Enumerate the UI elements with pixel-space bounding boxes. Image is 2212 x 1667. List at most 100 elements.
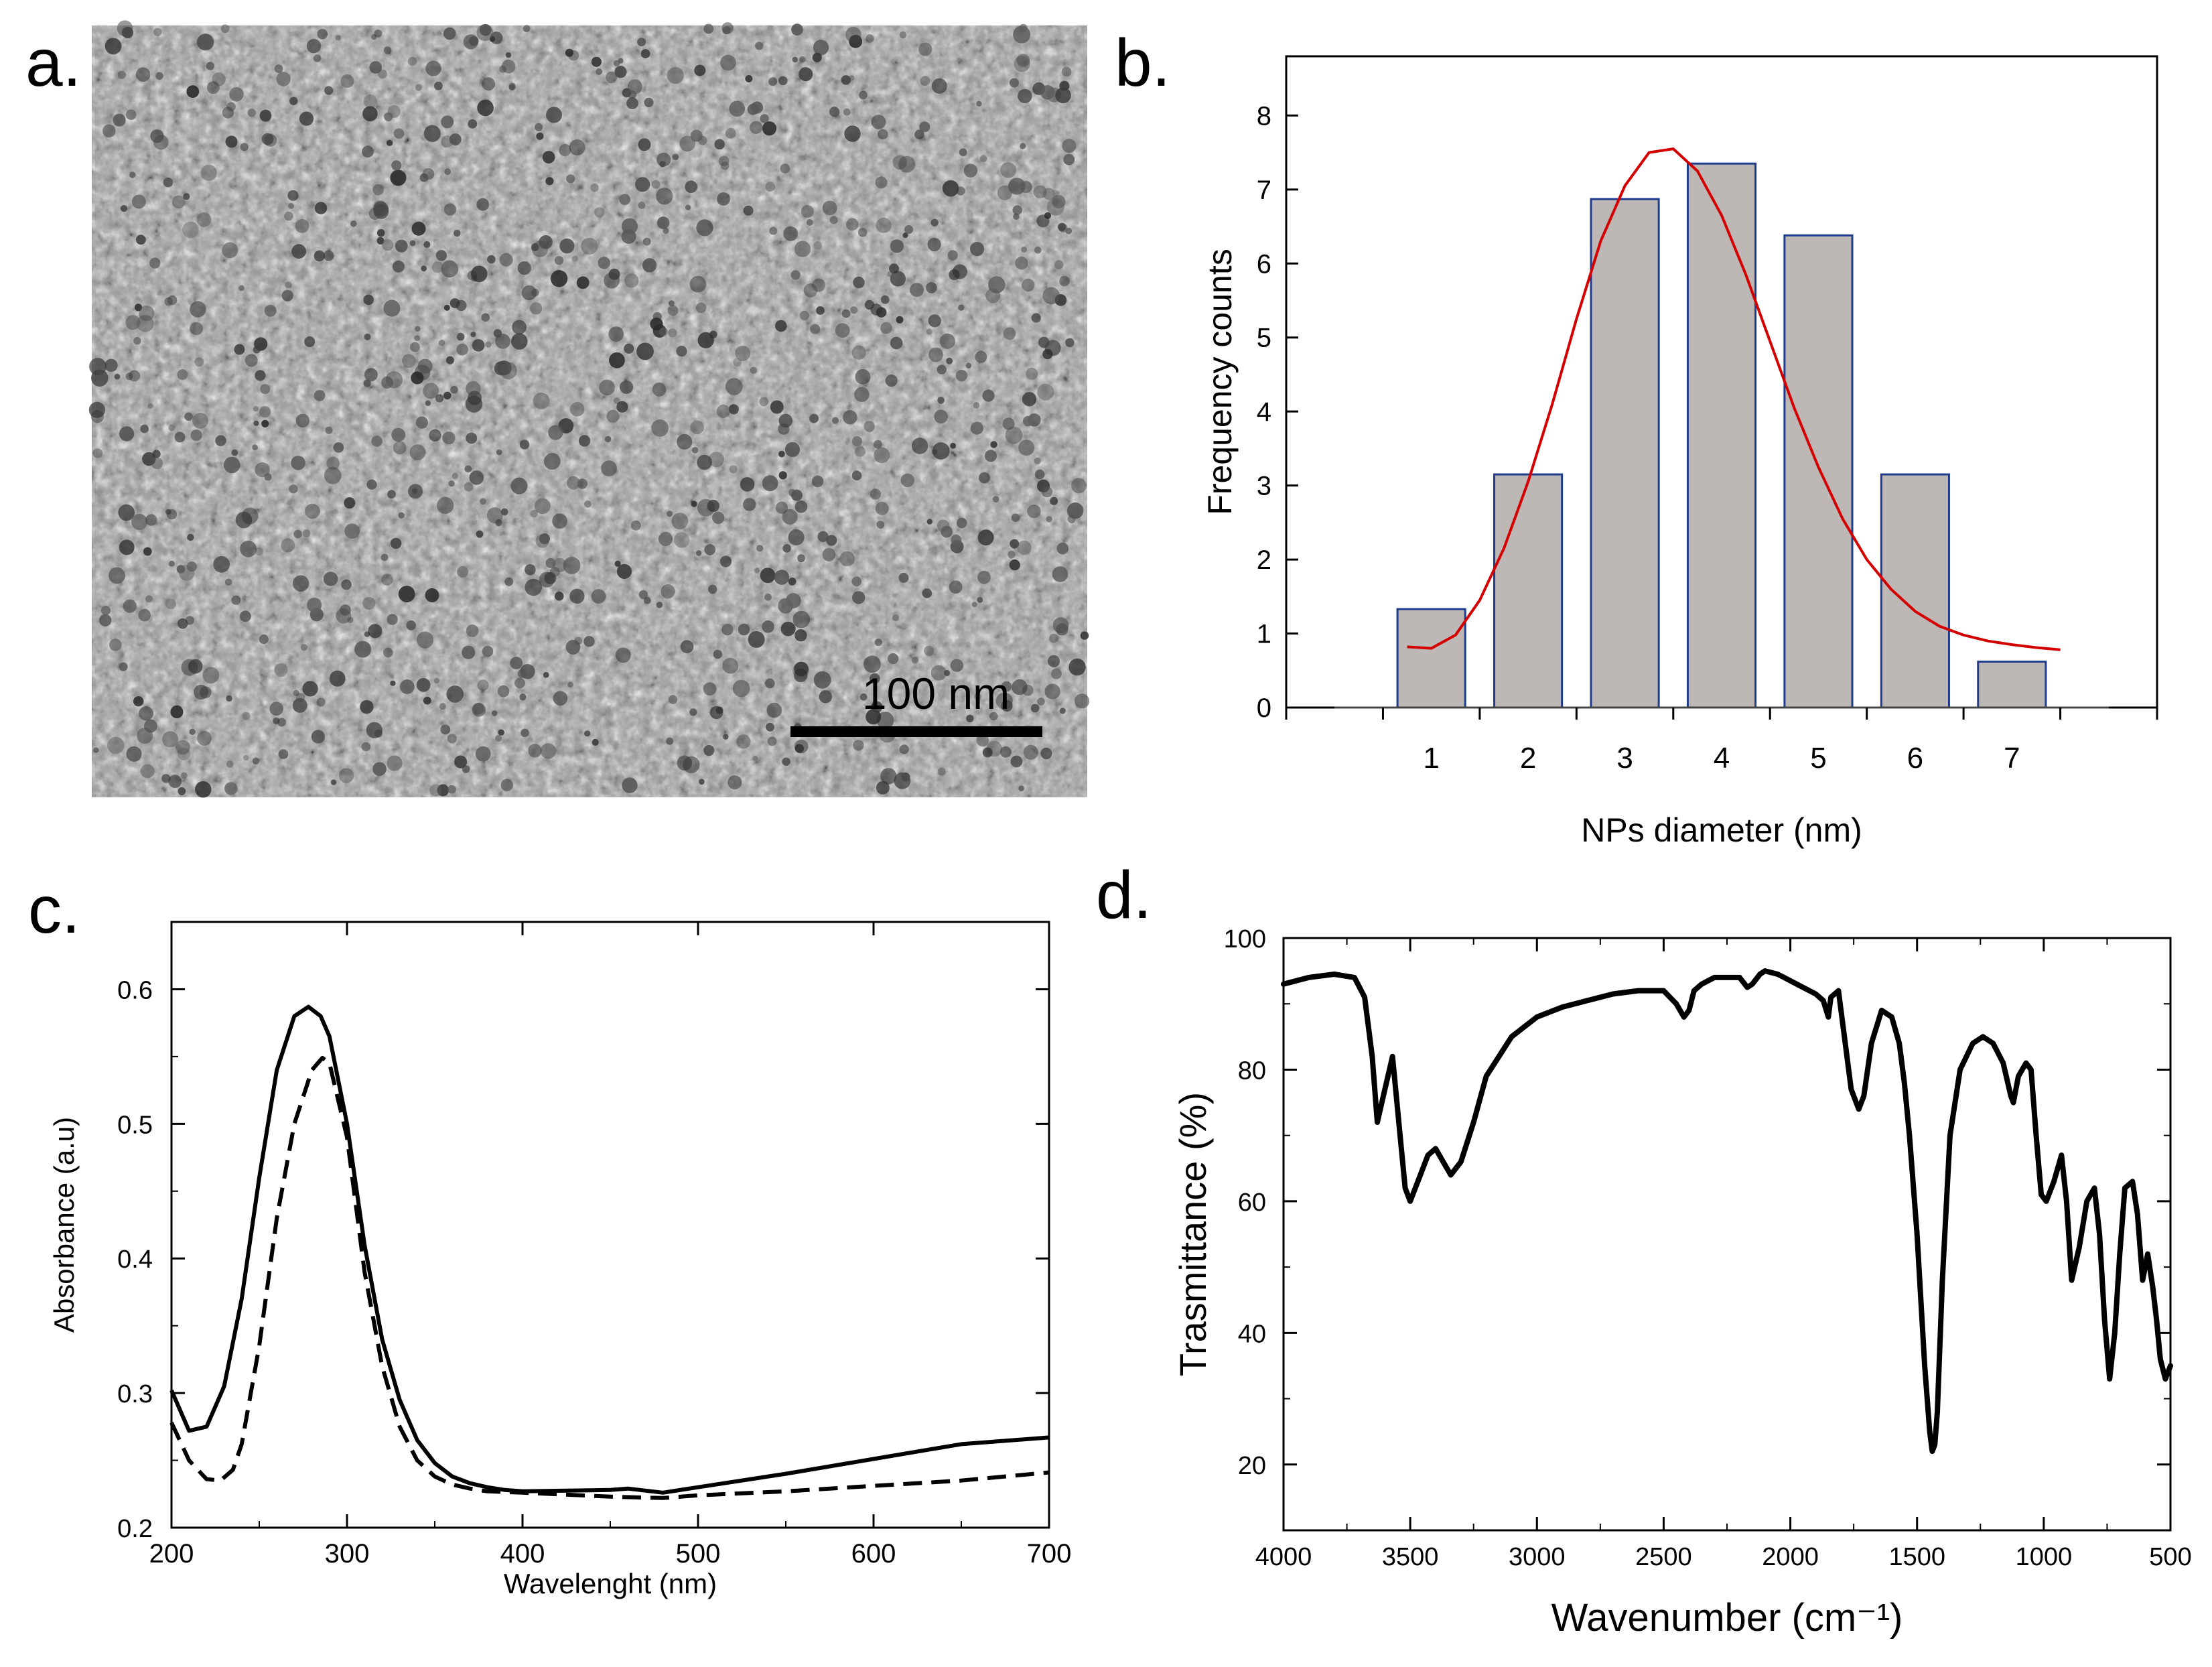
tem-particle: [264, 473, 272, 481]
tem-particle: [423, 383, 439, 399]
tem-particle: [851, 470, 862, 480]
tem-particle: [1010, 755, 1023, 768]
tem-particle: [791, 489, 803, 501]
tem-particle: [293, 689, 299, 697]
tem-particle: [543, 453, 561, 470]
tem-particle: [514, 677, 525, 689]
tem-particle: [170, 705, 184, 719]
tem-particle: [985, 288, 1001, 304]
tem-particle: [387, 490, 396, 499]
tem-particle: [627, 79, 642, 94]
tem-particle: [782, 757, 790, 766]
tem-particle: [372, 184, 384, 196]
tem-particle: [145, 514, 157, 526]
tem-particle: [443, 203, 457, 216]
tem-particle: [1009, 559, 1020, 571]
tem-particle: [666, 737, 674, 745]
tem-particle: [371, 436, 383, 447]
tem-particle: [767, 736, 777, 746]
tem-particle: [766, 702, 782, 718]
tem-particle: [642, 258, 657, 273]
tem-particle: [1056, 542, 1069, 555]
tem-particle: [775, 320, 787, 332]
tem-particle: [778, 471, 787, 480]
tem-particle: [454, 755, 468, 769]
tem-particle: [859, 90, 868, 100]
tem-particle: [922, 588, 932, 598]
tem-particle: [1054, 260, 1064, 269]
tem-particle: [659, 531, 673, 547]
tem-particle: [760, 114, 769, 123]
tem-particle: [801, 205, 814, 218]
tem-particles: [88, 20, 1090, 798]
tem-particle: [261, 133, 274, 145]
tem-particle: [197, 730, 212, 746]
tem-particle: [197, 34, 214, 51]
x-tick-label: 3000: [1509, 1543, 1566, 1571]
tem-particle: [381, 553, 389, 561]
tem-particle: [368, 624, 383, 639]
tem-particle: [376, 228, 385, 237]
tem-particle: [863, 421, 876, 432]
tem-particle: [450, 133, 462, 145]
tem-particle: [911, 657, 918, 664]
tem-particle: [415, 326, 421, 332]
chart-c: 0.2 0.3 0.4 0.5 0.6 200 300 400 500 600 700 Wavelen…: [48, 921, 1071, 1599]
tem-particle: [652, 383, 667, 397]
tem-particle: [326, 456, 340, 470]
tem-particle: [390, 537, 402, 549]
tem-particle: [604, 436, 612, 443]
tem-particle: [937, 364, 947, 375]
tem-particle: [765, 182, 776, 192]
tem-particle: [299, 111, 314, 126]
tem-particle: [163, 177, 174, 188]
tem-particle: [240, 610, 251, 622]
tem-particle: [952, 264, 967, 279]
tem-particle: [302, 681, 318, 697]
tem-particle: [338, 768, 354, 783]
x-tick-label: 6: [1907, 742, 1923, 775]
tem-particle: [559, 143, 571, 157]
tem-particle: [242, 712, 251, 720]
tem-particle: [363, 294, 374, 306]
tem-particle: [202, 667, 220, 684]
x-tick-label: 2500: [1635, 1543, 1692, 1571]
tem-particle: [517, 669, 527, 678]
tem-particle: [435, 394, 444, 403]
tem-particle: [668, 695, 678, 704]
tem-particle: [875, 501, 889, 515]
tem-particle: [667, 511, 673, 517]
tem-particle: [955, 369, 968, 382]
tem-particle: [457, 565, 469, 578]
tem-particle: [431, 261, 443, 273]
x-tick-label: 600: [851, 1539, 896, 1569]
tem-particle: [769, 226, 778, 235]
x-tick-label: 500: [676, 1539, 721, 1569]
tem-particle: [1042, 287, 1060, 305]
tem-image: [88, 20, 1090, 798]
tem-particle: [696, 219, 713, 237]
tem-particle: [285, 281, 292, 289]
tem-particle: [717, 192, 730, 206]
tem-particle: [957, 517, 967, 529]
tem-particle: [102, 124, 116, 138]
tem-particle: [690, 420, 704, 435]
y-tick-label: 100: [1224, 925, 1266, 953]
x-axis-label: Wavelenght (nm): [504, 1568, 717, 1599]
tem-particle: [1000, 162, 1016, 178]
tem-particle: [576, 276, 590, 289]
tem-particle: [330, 779, 337, 785]
panel-d-label: d.: [1096, 858, 1152, 933]
tem-particle: [750, 121, 763, 134]
tem-particle: [231, 449, 238, 456]
tem-particle: [304, 336, 316, 347]
tem-particle: [435, 250, 447, 261]
tem-particle: [360, 699, 374, 714]
tem-particle: [599, 379, 615, 396]
tem-particle: [442, 431, 456, 445]
y-tick-label: 5: [1257, 324, 1271, 353]
tem-particle: [926, 519, 933, 525]
tem-particle: [188, 659, 203, 674]
tem-particle: [440, 724, 451, 735]
